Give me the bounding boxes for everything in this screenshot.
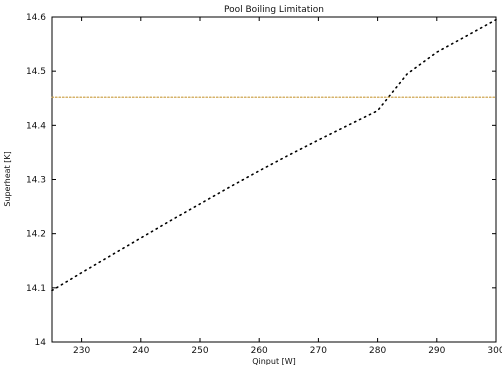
x-axis: 230 240 250 260 270 280 290 300 xyxy=(73,17,502,356)
y-tick-label: 14.4 xyxy=(26,121,46,131)
y-axis-label: Superheat [K] xyxy=(3,151,12,206)
y-tick-label: 14.6 xyxy=(26,13,46,23)
x-tick-label: 270 xyxy=(310,346,327,356)
x-tick-label: 290 xyxy=(428,346,445,356)
y-tick-label: 14.1 xyxy=(26,284,46,294)
x-tick-label: 300 xyxy=(487,346,502,356)
y-tick-label: 14.2 xyxy=(26,230,46,240)
x-tick-label: 260 xyxy=(251,346,268,356)
y-tick-label: 14 xyxy=(35,338,47,348)
plot-area xyxy=(51,16,497,343)
y-tick-label: 14.5 xyxy=(26,67,46,77)
x-tick-label: 240 xyxy=(132,346,149,356)
x-tick-label: 280 xyxy=(369,346,386,356)
y-tick-label: 14.3 xyxy=(26,176,46,186)
series-layer xyxy=(51,18,497,292)
y-axis: 14 14.1 14.2 14.3 14.4 14.5 14.6 xyxy=(26,13,496,348)
x-tick-label: 250 xyxy=(191,346,208,356)
x-tick-label: 230 xyxy=(73,346,90,356)
x-axis-label: Qinput [W] xyxy=(252,357,296,365)
chart-title: Pool Boiling Limitation xyxy=(224,5,324,15)
